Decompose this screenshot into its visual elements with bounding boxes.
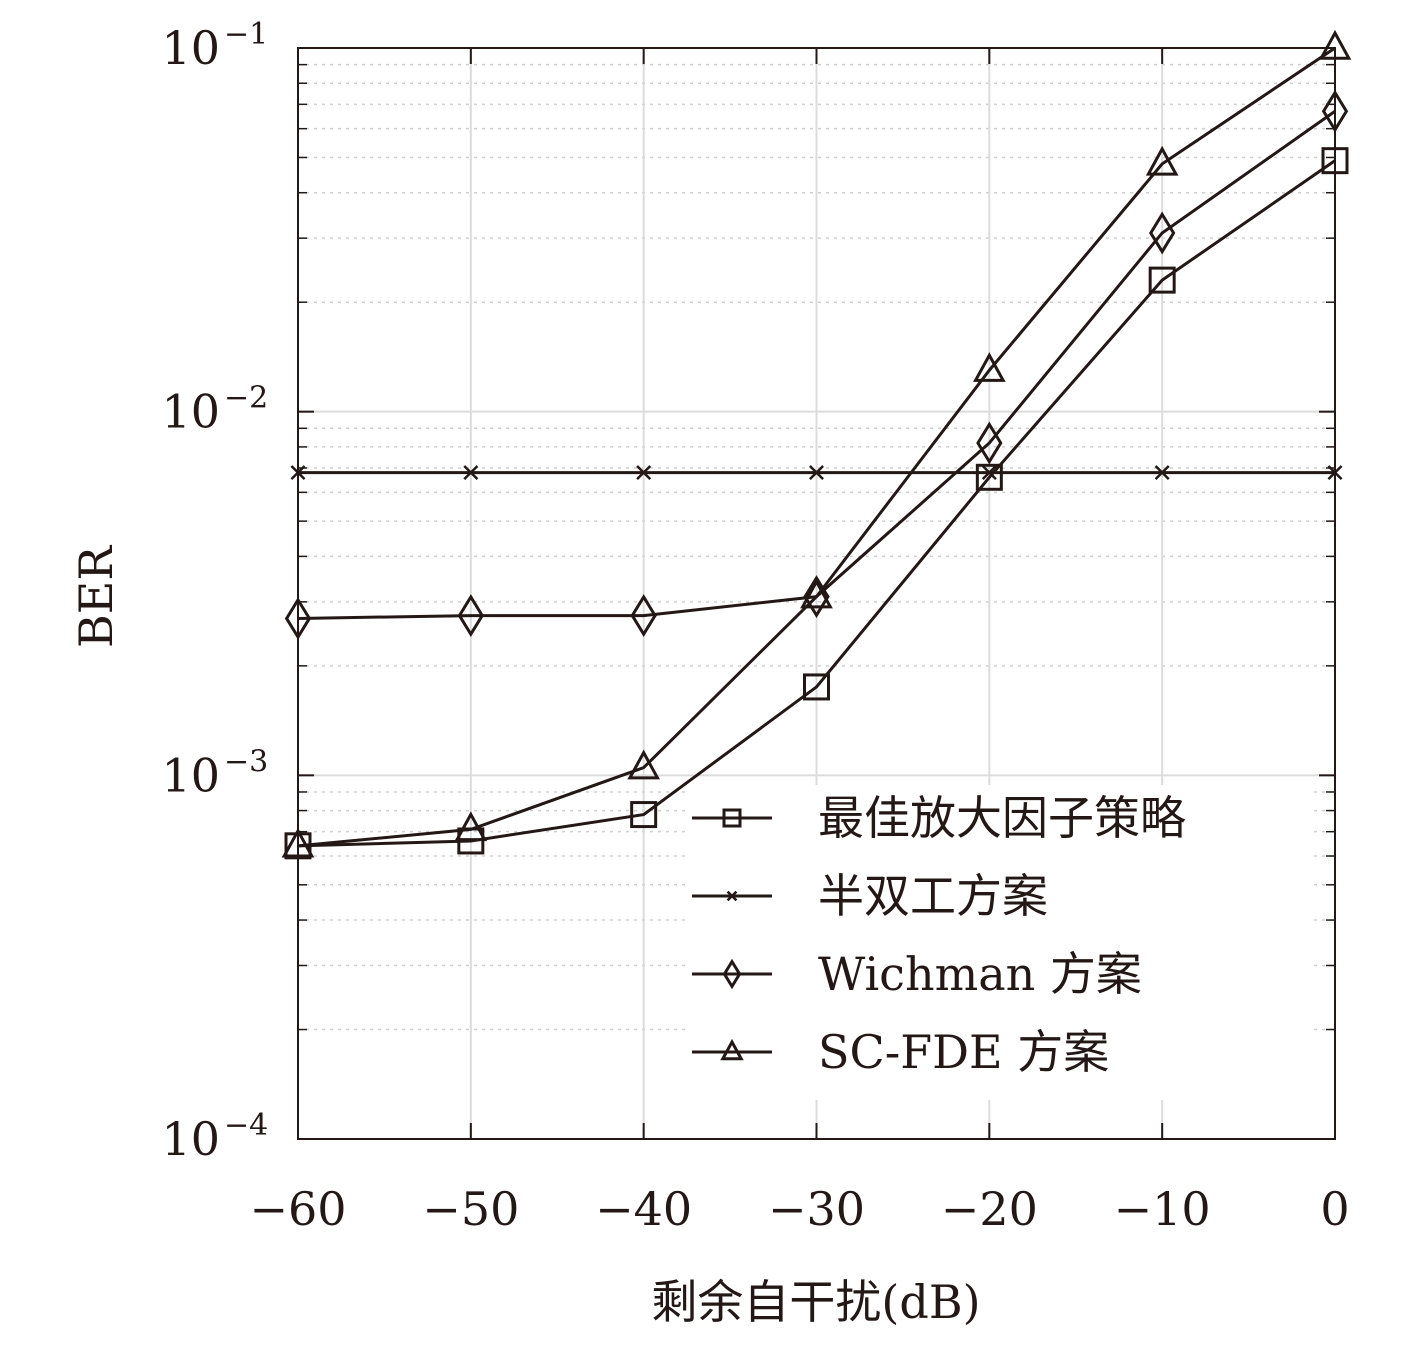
marker-diamond xyxy=(284,596,312,640)
marker-triangle xyxy=(973,352,1006,382)
y-tick-label: 10 xyxy=(161,385,220,439)
marker-x xyxy=(290,465,306,481)
y-tick-label: 10 xyxy=(161,1112,220,1166)
y-tick-exponent: −1 xyxy=(224,17,268,52)
legend-label: 最佳放大因子策略 xyxy=(818,791,1186,845)
marker-triangle xyxy=(627,749,660,780)
x-tick-label: −60 xyxy=(249,1182,346,1236)
y-tick-exponent: −4 xyxy=(224,1108,268,1143)
x-tick-label: −30 xyxy=(768,1182,865,1236)
series-group xyxy=(281,29,1352,860)
y-tick-exponent: −3 xyxy=(224,744,268,779)
y-axis-label: BER xyxy=(69,545,123,648)
marker-x xyxy=(981,465,997,481)
x-axis-label: 剩余自干扰(dB) xyxy=(651,1275,980,1329)
marker-diamond xyxy=(803,575,830,619)
marker-triangle xyxy=(800,578,833,609)
series-x xyxy=(290,465,1343,481)
legend-label: SC-FDE 方案 xyxy=(818,1025,1109,1079)
axis-ticks: 10−110−210−310 −4−60 −50 −40 −30 −20 −10 0 xyxy=(161,17,1349,1236)
x-tick-label: −10 xyxy=(1114,1182,1211,1236)
marker-x xyxy=(809,465,824,481)
marker-diamond xyxy=(722,958,742,990)
legend-label: Wichman 方案 xyxy=(818,947,1142,1001)
marker-triangle xyxy=(720,1038,744,1061)
marker-square xyxy=(975,463,1003,491)
marker-triangle xyxy=(281,827,315,858)
y-tick-label: 10 xyxy=(161,21,220,75)
marker-diamond xyxy=(630,594,657,638)
y-tick-exponent: −2 xyxy=(224,381,268,416)
legend-box xyxy=(688,785,1313,1100)
y-tick-label: 10 xyxy=(161,748,220,802)
marker-square xyxy=(803,673,830,701)
marker-x xyxy=(636,465,652,481)
marker-triangle xyxy=(1145,145,1179,176)
x-tick-label: 0 xyxy=(1320,1182,1349,1236)
legend-label: 半双工方案 xyxy=(818,869,1048,923)
marker-diamond xyxy=(457,594,484,638)
series-line xyxy=(297,46,1336,848)
marker-x xyxy=(1154,465,1170,481)
marker-x xyxy=(463,465,479,481)
marker-square xyxy=(1321,147,1349,175)
x-tick-label: −20 xyxy=(941,1182,1038,1236)
marker-square xyxy=(630,801,658,829)
marker-x xyxy=(1327,465,1343,481)
marker-triangle xyxy=(454,811,488,842)
marker-triangle xyxy=(1318,29,1352,60)
x-tick-label: −40 xyxy=(595,1182,692,1236)
marker-x xyxy=(726,890,738,902)
series-triangle xyxy=(281,29,1352,858)
marker-diamond xyxy=(1321,89,1349,133)
marker-square xyxy=(722,808,742,828)
marker-square xyxy=(1148,266,1176,294)
marker-diamond xyxy=(1149,211,1176,255)
marker-diamond xyxy=(976,421,1003,465)
x-tick-label: −50 xyxy=(422,1182,519,1236)
